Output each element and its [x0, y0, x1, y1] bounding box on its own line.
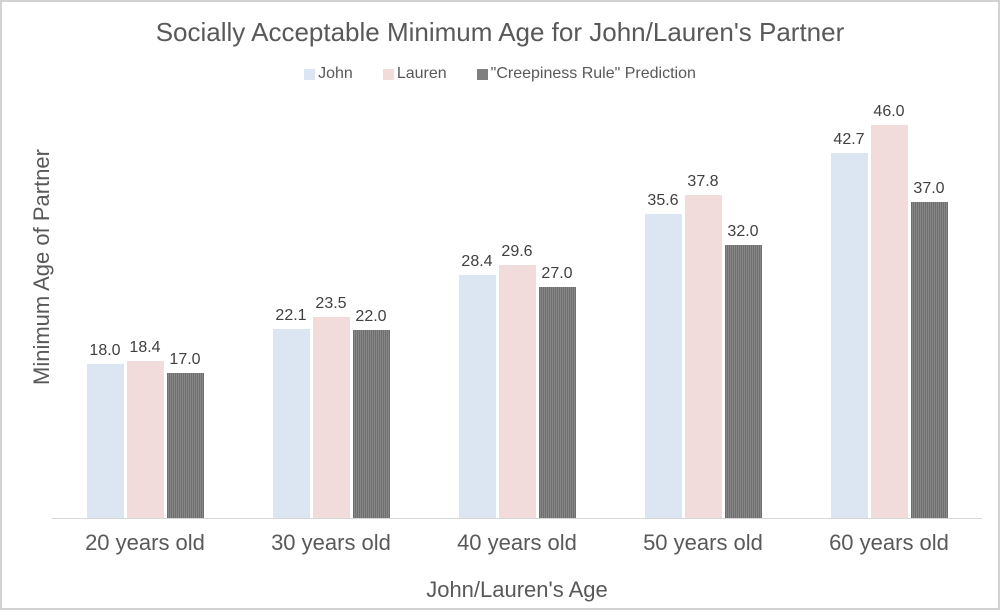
bar-value-label: 32.0: [727, 223, 759, 240]
bar-group: 28.4 29.6 27.0: [424, 92, 610, 518]
legend-item: "Creepiness Rule" Prediction: [476, 65, 696, 83]
x-axis-category-label: 30 years old: [271, 530, 391, 555]
legend-swatch-icon: [382, 68, 394, 80]
bar-group: 18.0 18.4 17.0: [52, 92, 238, 518]
legend-item: Lauren: [382, 65, 447, 83]
bar: 29.6: [498, 243, 536, 518]
bar-group: 42.7 46.0 37.0: [796, 92, 982, 518]
bar-value-label: 28.4: [461, 253, 493, 270]
x-axis-category-label: 20 years old: [85, 530, 205, 555]
x-axis-labels: 20 years old 30 years old 40 years old 50 y…: [52, 530, 982, 556]
bar-value-label: 22.0: [355, 308, 387, 325]
bar: 18.4: [126, 339, 164, 518]
bar-group: 35.6 37.8 32.0: [610, 92, 796, 518]
plot-area: 18.0 18.4 17.0 22.1 23.5 22.0 28.4 29.6 27.0 35.6…: [52, 92, 982, 519]
bar: 37.8: [684, 173, 722, 518]
bar: 35.6: [644, 192, 682, 518]
x-axis-category-label: 60 years old: [829, 530, 949, 555]
x-axis-category-label: 40 years old: [457, 530, 577, 555]
legend-label: John: [318, 65, 353, 82]
bar: 42.7: [830, 131, 868, 518]
chart-title: Socially Acceptable Minimum Age for John…: [155, 17, 845, 47]
legend-label: Lauren: [396, 65, 447, 82]
bar: 27.0: [538, 265, 576, 518]
bar: 17.0: [166, 351, 204, 518]
bar-group: 22.1 23.5 22.0: [238, 92, 424, 518]
legend-item: John: [304, 65, 353, 83]
bar: 22.1: [272, 307, 310, 518]
bar-value-label: 23.5: [315, 295, 347, 312]
bar-value-label: 18.4: [129, 339, 161, 356]
bar: 32.0: [724, 223, 762, 518]
bar-value-label: 29.6: [501, 243, 533, 260]
bar-value-label: 22.1: [275, 307, 307, 324]
legend-swatch-icon: [476, 68, 488, 80]
bar-value-label: 17.0: [169, 351, 201, 368]
bar-value-label: 46.0: [873, 103, 905, 120]
legend-swatch-icon: [304, 68, 316, 80]
bar-value-label: 37.0: [913, 180, 945, 197]
bar-value-label: 35.6: [647, 192, 679, 209]
bar-value-label: 37.8: [687, 173, 719, 190]
bar: 22.0: [352, 308, 390, 518]
bar-value-label: 42.7: [833, 131, 865, 148]
bar: 28.4: [458, 253, 496, 518]
bar-value-label: 27.0: [541, 265, 573, 282]
bar: 46.0: [870, 103, 908, 518]
bar: 23.5: [312, 295, 350, 518]
legend: John Lauren "Creepiness Rule" Prediction: [2, 65, 998, 83]
bar: 18.0: [86, 342, 124, 518]
legend-label: "Creepiness Rule" Prediction: [490, 65, 696, 82]
bar: 37.0: [910, 180, 948, 518]
bar-value-label: 18.0: [89, 342, 121, 359]
x-axis-category-label: 50 years old: [643, 530, 763, 555]
x-axis-title: John/Lauren's Age: [426, 577, 608, 602]
